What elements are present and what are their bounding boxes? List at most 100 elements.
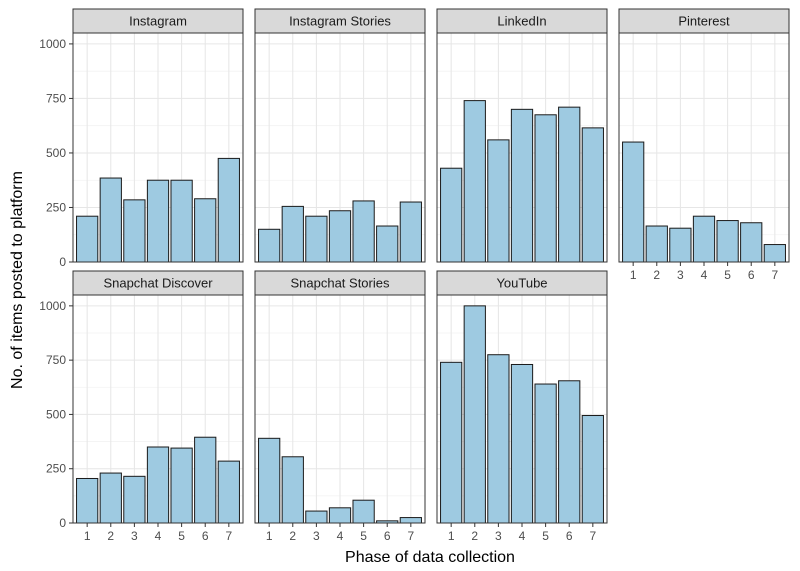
- bar: [194, 436, 217, 524]
- facet-strip: [618, 8, 790, 34]
- bar: [645, 225, 668, 263]
- bar: [352, 200, 375, 263]
- facet-strip: [72, 8, 244, 34]
- bar: [258, 437, 281, 524]
- x-tick-label: 5: [178, 529, 185, 543]
- bar: [581, 415, 604, 524]
- facet-strip: [72, 270, 244, 296]
- y-tick-label: 250: [46, 462, 66, 476]
- bar: [170, 447, 193, 524]
- x-tick-label: 6: [384, 529, 391, 543]
- panel-snapchat-stories: Snapchat Stories 1 2 3 4 5 6 7: [254, 270, 426, 543]
- bar: [305, 510, 328, 524]
- bar: [440, 361, 463, 524]
- facet-label: Snapchat Stories: [290, 276, 390, 291]
- bar: [399, 201, 422, 263]
- x-tick-label: 2: [289, 529, 296, 543]
- bar: [217, 157, 240, 263]
- y-tick-label: 1000: [39, 37, 66, 51]
- x-tick-label: 1: [84, 529, 91, 543]
- bar: [581, 127, 604, 263]
- bar: [376, 225, 399, 263]
- panel-snapchat-discover: Snapchat Discover 0 250 500 750 1000 1 2 3 4 5 6 7: [39, 270, 244, 543]
- bar: [328, 210, 352, 263]
- y-tick-label: 750: [46, 353, 66, 367]
- facet-label: LinkedIn: [497, 14, 546, 29]
- x-tick-label: 7: [225, 529, 232, 543]
- bar: [399, 517, 422, 524]
- panel-instagram: Instagram 0 250 500 750 1000: [39, 8, 244, 269]
- bar: [740, 222, 763, 263]
- bar: [352, 499, 375, 524]
- bar: [558, 380, 581, 524]
- bar: [281, 456, 304, 524]
- panel-youtube: YouTube 1 2 3 4 5 6 7: [436, 270, 608, 543]
- bar: [146, 446, 170, 524]
- bar: [76, 215, 99, 263]
- x-tick-label: 3: [495, 529, 502, 543]
- x-tick-label: 6: [566, 529, 573, 543]
- facet-strip: [436, 8, 608, 34]
- x-tick-label: 7: [407, 529, 414, 543]
- x-tick-label: 5: [360, 529, 367, 543]
- bar: [534, 114, 557, 263]
- bar: [305, 215, 328, 263]
- x-tick-label: 3: [677, 268, 684, 282]
- x-tick-label: 3: [313, 529, 320, 543]
- y-tick-label: 750: [46, 91, 66, 105]
- bar: [692, 215, 716, 263]
- bar: [510, 108, 534, 263]
- x-tick-label: 1: [630, 268, 637, 282]
- x-tick-label: 3: [131, 529, 138, 543]
- bar: [463, 100, 486, 263]
- facet-strip: [436, 270, 608, 296]
- bar: [146, 179, 170, 263]
- bar: [170, 179, 193, 263]
- bar: [123, 199, 146, 263]
- x-tick-label: 7: [771, 268, 778, 282]
- panel-pinterest: Pinterest 1 2 3 4 5 6 7: [618, 8, 790, 282]
- bar: [99, 472, 122, 524]
- y-tick-label: 1000: [39, 299, 66, 313]
- x-axis-title: Phase of data collection: [345, 549, 515, 566]
- bar: [763, 244, 786, 263]
- y-tick-label: 0: [59, 516, 66, 530]
- panel-linkedin: LinkedIn: [436, 8, 608, 263]
- bar: [716, 220, 739, 263]
- bar: [487, 139, 510, 263]
- facet-label: Pinterest: [678, 14, 730, 29]
- bar: [76, 477, 99, 524]
- bar: [463, 305, 486, 524]
- x-tick-label: 4: [337, 529, 344, 543]
- bar: [534, 383, 557, 524]
- x-tick-label: 4: [519, 529, 526, 543]
- x-tick-label: 6: [748, 268, 755, 282]
- bar: [258, 228, 281, 263]
- facet-strip: [254, 8, 426, 34]
- bar: [622, 141, 645, 263]
- x-tick-label: 6: [202, 529, 209, 543]
- bar: [487, 354, 510, 524]
- bar: [510, 363, 534, 524]
- y-tick-label: 0: [59, 255, 66, 269]
- facet-label: Instagram Stories: [289, 14, 391, 29]
- bar: [99, 177, 122, 263]
- x-tick-label: 7: [589, 529, 596, 543]
- bar: [328, 507, 352, 524]
- bar: [217, 460, 240, 524]
- bar: [558, 106, 581, 263]
- panel-border: [254, 32, 426, 263]
- facet-label: Snapchat Discover: [103, 276, 213, 291]
- y-tick-label: 500: [46, 407, 66, 421]
- x-tick-label: 5: [542, 529, 549, 543]
- bar: [123, 475, 146, 524]
- x-tick-label: 2: [653, 268, 660, 282]
- panel-instagram-stories: Instagram Stories: [254, 8, 426, 263]
- x-tick-label: 1: [266, 529, 273, 543]
- x-tick-label: 1: [448, 529, 455, 543]
- bar: [440, 167, 463, 263]
- bar: [281, 205, 304, 263]
- y-tick-label: 250: [46, 200, 66, 214]
